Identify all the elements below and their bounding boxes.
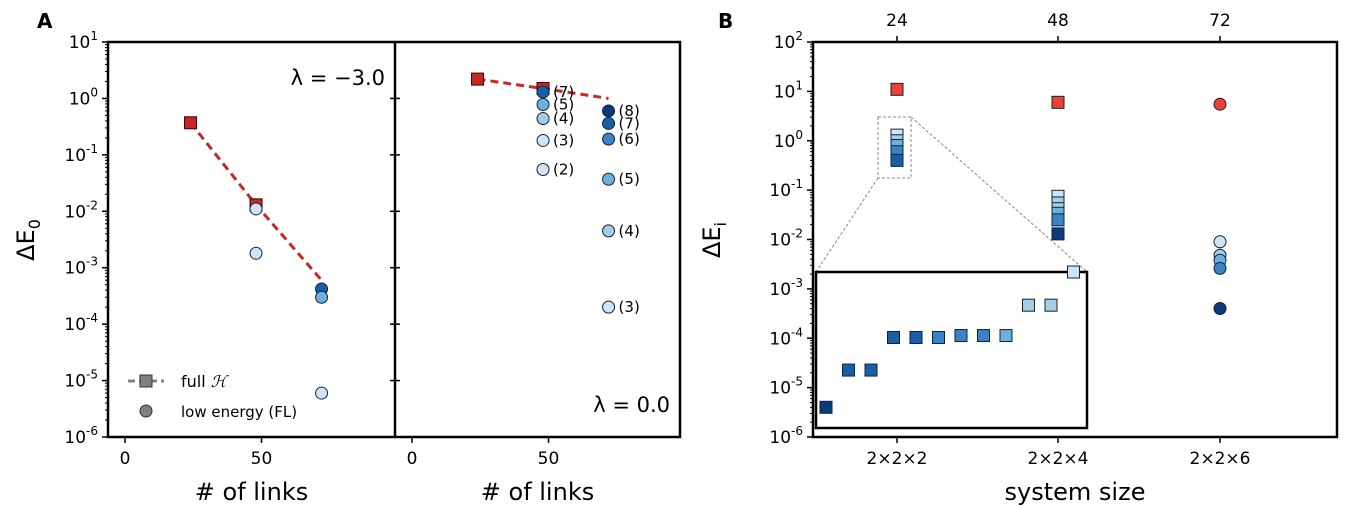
- mode-count-label: (3): [553, 131, 574, 149]
- mode-count-label: (4): [553, 110, 574, 128]
- low-energy-marker: [602, 104, 616, 118]
- b-zoom-box: [877, 116, 912, 179]
- low-energy-marker: [536, 98, 550, 112]
- low-energy-marker: [602, 132, 616, 146]
- mode-count-label: (7): [553, 83, 574, 101]
- b-inset-marker: [864, 363, 878, 377]
- a-ytick-label: 101: [69, 29, 98, 53]
- a-xtick-label: 0: [120, 449, 131, 469]
- b-inset-marker: [842, 363, 855, 377]
- b-xtick-label: 2×2×4: [1028, 449, 1089, 469]
- a-ytick-label: 100: [69, 85, 98, 109]
- a-ytick-label: 10-6: [64, 424, 98, 448]
- low-energy-marker: [602, 300, 616, 314]
- b-circle-marker: [1213, 235, 1227, 249]
- b-ylabel: ΔEi: [698, 222, 730, 258]
- low-energy-marker: [536, 85, 550, 99]
- mode-count-label: (3): [619, 298, 640, 316]
- a-ytick-label: 10-1: [64, 142, 98, 166]
- b-square-marker: [1051, 95, 1065, 109]
- mode-count-label: (5): [553, 96, 574, 114]
- mode-count-label: (6): [619, 130, 640, 148]
- a-ytick-label: 10-5: [64, 368, 98, 392]
- panel-a-letter: A: [37, 9, 53, 33]
- a-right-lambda: λ = 0.0: [593, 393, 670, 417]
- b-ytick-label: 101: [774, 78, 803, 102]
- a-xtick-label: 0: [407, 449, 418, 469]
- b-inset-marker: [954, 329, 968, 343]
- low-energy-marker: [536, 112, 550, 126]
- b-circle-marker: [1213, 302, 1227, 316]
- b-inset-marker: [1044, 298, 1058, 312]
- mode-count-label: (5): [619, 170, 640, 188]
- b-square-marker: [1051, 227, 1065, 241]
- b-inset-marker: [909, 331, 923, 345]
- legend-low-label: low energy (FL): [181, 403, 297, 421]
- b-circle-marker: [1213, 97, 1227, 111]
- b-inset-marker: [1022, 298, 1035, 312]
- low-energy-marker: [602, 172, 616, 186]
- b-inset-marker: [819, 400, 833, 414]
- full-h-marker: [471, 72, 485, 86]
- mode-count-label: (4): [619, 222, 640, 240]
- b-inset-marker: [977, 329, 990, 343]
- full-h-marker: [184, 116, 198, 130]
- legend-low-marker: [139, 404, 153, 418]
- mode-count-label: (2): [553, 161, 574, 179]
- a-ytick-label: 10-2: [64, 198, 98, 222]
- b-ytick-label: 10-2: [769, 227, 803, 251]
- b-inset-marker: [999, 329, 1013, 343]
- b-xtick-label: 2×2×6: [1190, 449, 1251, 469]
- b-ytick-label: 10-5: [769, 375, 803, 399]
- b-ytick-label: 102: [774, 29, 803, 53]
- low-energy-marker: [536, 163, 550, 177]
- a-xtick-label: 50: [538, 449, 560, 469]
- b-zoom-connector: [815, 177, 879, 273]
- a-xlabel: # of links: [195, 478, 308, 506]
- b-top-tick-label: 72: [1209, 11, 1231, 31]
- b-ytick-label: 10-4: [769, 325, 803, 349]
- b-inset-marker: [1067, 265, 1080, 279]
- b-inset-frame: [814, 270, 1089, 430]
- b-ytick-label: 10-3: [769, 276, 803, 300]
- b-zoom-connector: [910, 116, 1088, 273]
- b-ytick-label: 10-1: [769, 177, 803, 201]
- b-ytick-label: 10-6: [769, 424, 803, 448]
- b-square-marker: [1051, 213, 1065, 227]
- low-energy-marker: [602, 224, 616, 238]
- b-square-marker: [890, 82, 904, 96]
- b-inset-marker: [932, 331, 945, 345]
- b-top-tick-label: 48: [1047, 11, 1069, 31]
- low-energy-marker: [315, 290, 329, 304]
- legend-full-marker: [139, 374, 153, 388]
- a-left-lambda: λ = −3.0: [291, 66, 385, 90]
- low-energy-marker: [536, 133, 550, 147]
- b-inset-marker: [887, 331, 900, 345]
- b-ytick-label: 100: [774, 128, 803, 152]
- a-ytick-label: 10-3: [64, 255, 98, 279]
- b-square-marker: [890, 153, 904, 167]
- b-xtick-label: 2×2×2: [867, 449, 928, 469]
- low-energy-marker: [249, 202, 263, 216]
- b-top-tick-label: 24: [886, 11, 908, 31]
- mode-count-label: (8): [619, 102, 640, 120]
- mode-count-label: (7): [619, 114, 640, 132]
- low-energy-marker: [249, 246, 263, 260]
- a-ylabel: ΔE0: [12, 219, 44, 261]
- a-ytick-label: 10-4: [64, 311, 98, 335]
- b-xlabel: system size: [1005, 478, 1146, 506]
- low-energy-marker: [602, 116, 616, 130]
- a-xlabel: # of links: [481, 478, 594, 506]
- b-circle-marker: [1213, 261, 1227, 275]
- legend-full-label: full ℋ: [181, 372, 229, 391]
- low-energy-marker: [315, 386, 329, 400]
- a-xtick-label: 50: [251, 449, 273, 469]
- panel-b-letter: B: [718, 9, 733, 33]
